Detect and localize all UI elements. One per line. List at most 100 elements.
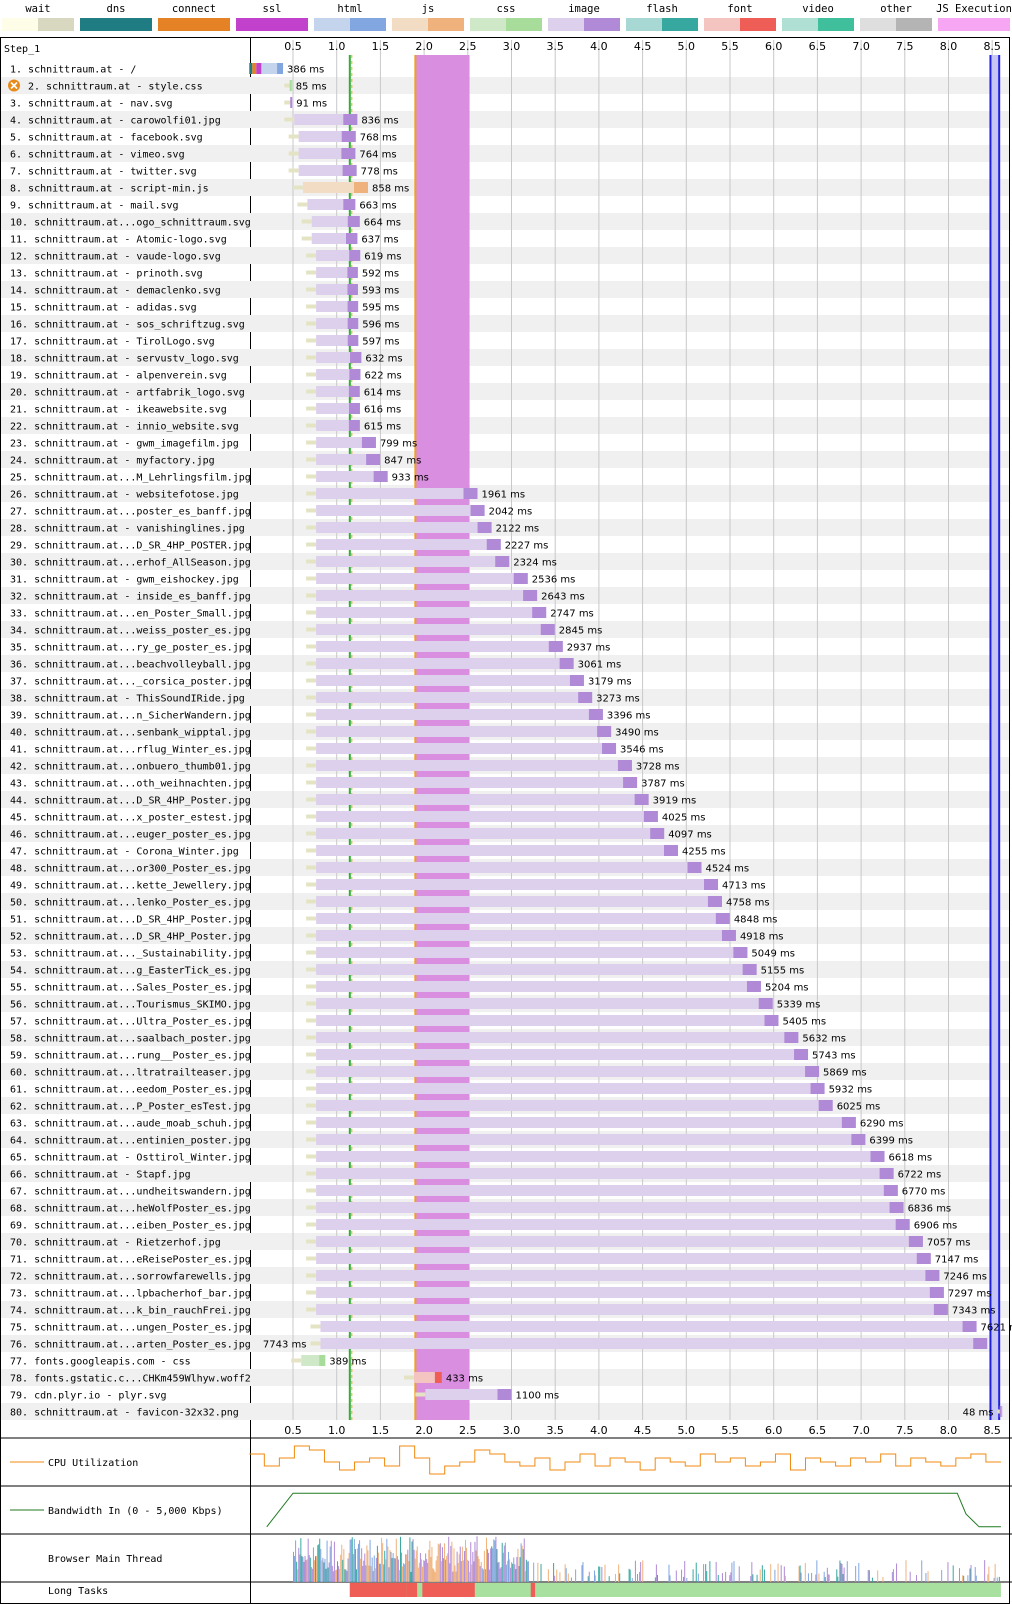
tick-label-bottom: 8.5	[983, 1424, 1001, 1437]
cpu-utilization-line	[249, 1445, 1001, 1475]
main-thread-activity	[958, 1568, 960, 1582]
download-segment	[908, 1236, 923, 1247]
request-bar	[316, 386, 360, 397]
main-thread-activity	[372, 1571, 374, 1582]
tick-label-top: 3.0	[503, 40, 521, 53]
main-thread-activity	[477, 1556, 479, 1582]
request-label: 33. schnittraum.at...en_Poster_Small.jpg	[10, 609, 251, 620]
main-thread-activity	[503, 1545, 505, 1582]
main-thread-activity	[553, 1563, 555, 1582]
request-label: 65. schnittraum.at - Osttirol_Winter.jpg	[10, 1153, 251, 1164]
wait-segment	[306, 525, 317, 530]
request-bar	[316, 1236, 923, 1247]
download-segment	[347, 335, 359, 346]
request-label: 31. schnittraum.at - gwm_eishockey.jpg	[10, 575, 239, 586]
main-thread-activity	[540, 1563, 542, 1582]
request-label: 77. fonts.googleapis.com - css	[10, 1357, 191, 1368]
request-label: 38. schnittraum.at - ThisSoundIRide.jpg	[10, 694, 245, 705]
request-label: 23. schnittraum.at - gwm_imagefilm.jpg	[10, 439, 239, 450]
connect-segment	[252, 63, 257, 74]
main-thread-activity	[353, 1539, 355, 1582]
request-label: 43. schnittraum.at...oth_weihnachten.jpg	[10, 779, 251, 790]
download-segment	[373, 471, 388, 482]
download-segment	[349, 250, 361, 261]
request-label: 45. schnittraum.at...x_poster_estest.jpg	[10, 813, 251, 824]
legend-swatch-dark	[428, 18, 464, 31]
download-segment	[764, 1015, 779, 1026]
request-duration: 664 ms	[364, 218, 401, 229]
main-thread-activity	[515, 1569, 517, 1582]
legend-swatch-light	[626, 18, 662, 31]
main-thread-activity	[905, 1560, 907, 1582]
main-thread-activity	[318, 1544, 320, 1582]
error-icon	[8, 79, 20, 92]
tick-label-top: 1.5	[372, 40, 390, 53]
request-bar	[316, 437, 376, 448]
main-thread-activity	[417, 1567, 419, 1582]
request-duration: 7343 ms	[952, 1306, 996, 1317]
legend-label: css	[497, 3, 516, 15]
download-segment	[513, 573, 528, 584]
main-thread-activity	[305, 1560, 307, 1582]
main-thread-activity	[970, 1564, 972, 1582]
panel-label-cpu: CPU Utilization	[48, 1458, 138, 1469]
wait-segment	[306, 678, 317, 683]
wait-segment	[306, 1035, 317, 1040]
main-thread-activity	[604, 1564, 606, 1582]
request-duration: 5049 ms	[751, 949, 795, 960]
wait-segment	[306, 474, 317, 479]
tick-label-top: 5.0	[678, 40, 696, 53]
request-duration: 593 ms	[362, 286, 399, 297]
download-segment	[347, 301, 359, 312]
tick-label-top: 4.5	[634, 40, 652, 53]
main-thread-activity	[470, 1542, 472, 1582]
main-thread-activity	[376, 1545, 378, 1582]
download-segment	[895, 1219, 910, 1230]
main-thread-activity	[811, 1572, 813, 1582]
main-thread-activity	[412, 1539, 414, 1582]
request-bar	[301, 1355, 326, 1366]
download-segment	[650, 828, 665, 839]
main-thread-activity	[333, 1541, 335, 1582]
request-duration: 778 ms	[361, 167, 398, 178]
main-thread-activity	[846, 1561, 848, 1582]
main-thread-activity	[629, 1569, 631, 1582]
request-bar	[316, 675, 584, 686]
main-thread-activity	[840, 1562, 842, 1582]
main-thread-activity	[369, 1539, 371, 1582]
request-duration: 595 ms	[362, 303, 399, 314]
wait-segment	[306, 253, 317, 258]
wait-segment	[306, 967, 317, 972]
request-label: 35. schnittraum.at...ry_ge_poster_es.jpg	[10, 643, 251, 654]
main-thread-activity	[703, 1564, 705, 1582]
legend-label: dns	[107, 3, 126, 15]
wait-segment	[306, 882, 317, 887]
main-thread-activity	[896, 1563, 898, 1582]
wait-segment	[306, 1290, 317, 1295]
request-label: 55. schnittraum.at...Sales_Poster_es.jpg	[10, 983, 251, 994]
main-thread-activity	[432, 1568, 434, 1582]
main-thread-activity	[385, 1559, 387, 1582]
main-thread-activity	[491, 1546, 493, 1582]
main-thread-activity	[487, 1549, 489, 1582]
request-label: 75. schnittraum.at...ungen_Poster_es.jpg	[10, 1323, 251, 1334]
main-thread-activity	[323, 1562, 325, 1582]
row-stripe	[1, 1403, 1009, 1420]
tick-label-top: 6.0	[765, 40, 783, 53]
legend-swatch-light	[470, 18, 506, 31]
main-thread-activity	[350, 1539, 352, 1582]
main-thread-activity	[456, 1551, 458, 1582]
main-thread-activity	[429, 1540, 431, 1582]
main-thread-activity	[298, 1547, 300, 1582]
legend-swatch-dark	[740, 18, 776, 31]
download-segment	[999, 1406, 1002, 1417]
request-label: 48. schnittraum.at...or300_Poster_es.jpg	[10, 864, 251, 875]
request-bar	[316, 318, 359, 329]
request-duration: 2536 ms	[532, 575, 576, 586]
wait-segment	[306, 593, 317, 598]
main-thread-activity	[471, 1564, 473, 1582]
main-thread-activity	[639, 1571, 641, 1582]
main-thread-activity	[705, 1564, 707, 1582]
long-task	[530, 1583, 536, 1597]
